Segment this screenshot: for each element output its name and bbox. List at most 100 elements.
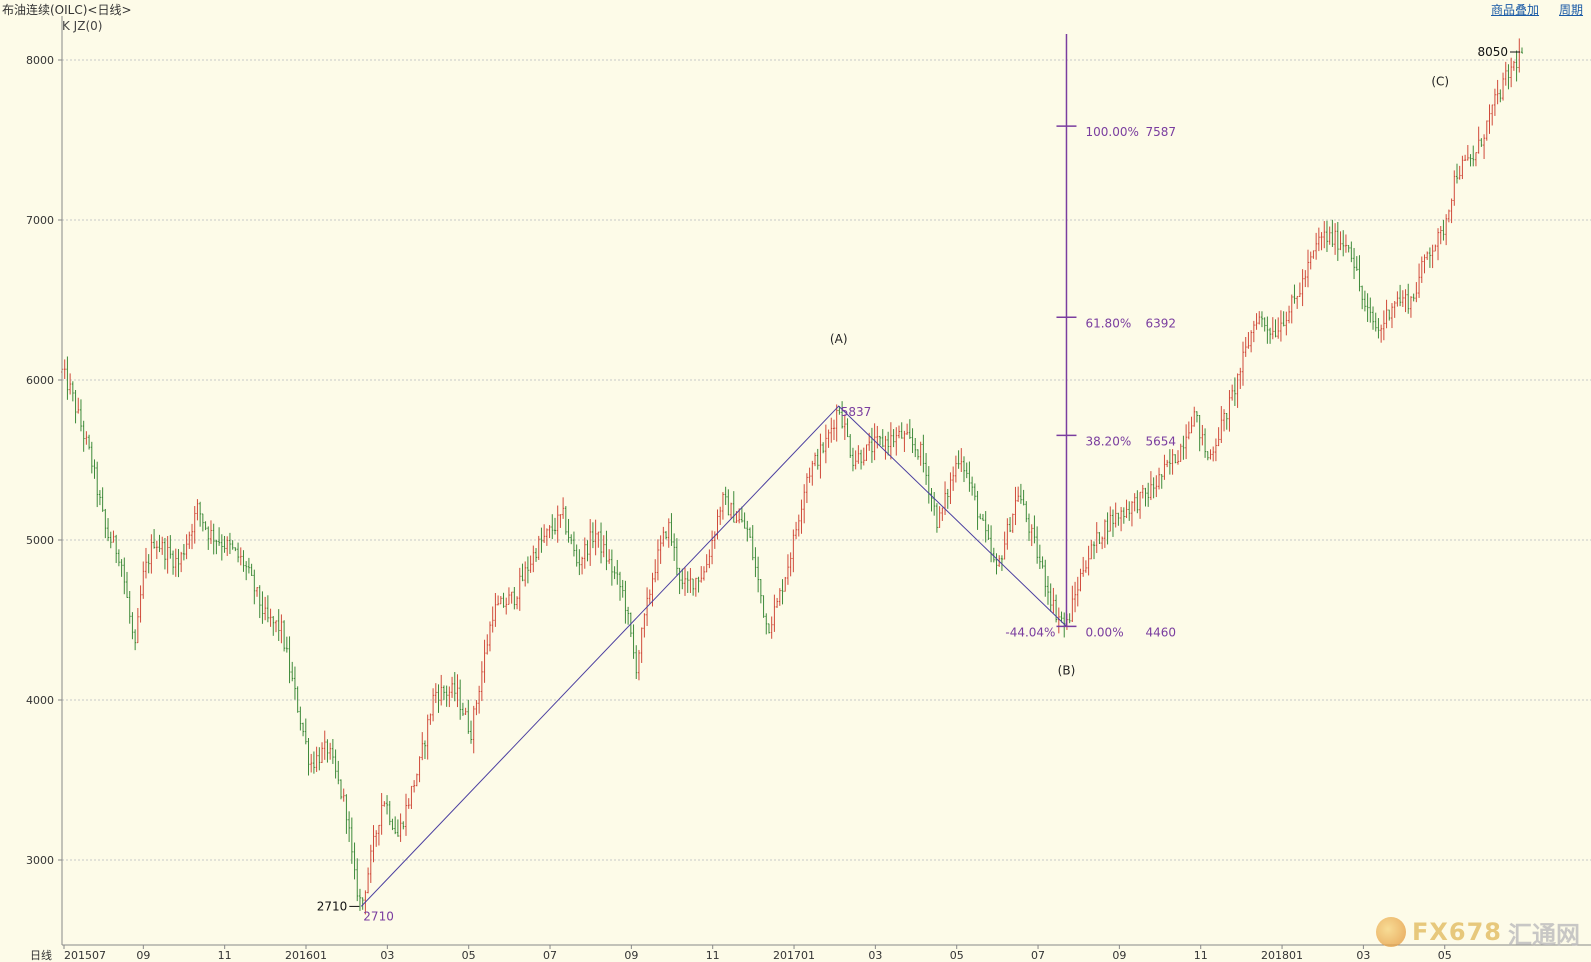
candle [383,801,386,807]
commodity-overlay-link[interactable]: 商品叠加 [1491,3,1540,17]
candle [513,586,516,610]
y-tick-label: 5000 [26,534,54,547]
period-link[interactable]: 周期 [1559,3,1584,17]
candle [169,535,172,559]
candle [887,431,890,456]
candle [900,422,903,439]
candle [1428,247,1431,268]
candle [228,532,231,555]
candle [1087,545,1090,576]
candle [1347,244,1350,253]
watermark-cn: 汇通网 [1508,920,1580,949]
candle [488,621,491,652]
candle [1125,499,1128,519]
candle [786,554,789,585]
candle [372,825,375,863]
candle [74,390,77,424]
candle [1074,581,1077,613]
candle [1163,454,1166,480]
candle [196,499,199,521]
candle [429,713,432,725]
candle [402,821,405,830]
candle [174,548,177,577]
candle [984,511,987,543]
candle [605,530,608,571]
candle [434,683,437,704]
candle [957,450,960,469]
candle [1515,50,1518,82]
candle [442,685,445,701]
candle [483,639,486,683]
candle [1182,435,1185,460]
candle [464,707,467,715]
candle [952,466,955,491]
candle [1315,232,1318,260]
candle [1052,587,1055,614]
candle [1009,517,1012,533]
candle [600,522,603,564]
candle [1274,319,1277,338]
candle [927,466,930,504]
candle [1220,406,1223,443]
candle [394,816,397,835]
x-tick-label: 07 [1031,949,1045,962]
candle [906,423,909,435]
y-tick-label: 3000 [26,854,54,867]
candle [112,530,115,543]
candle [711,530,714,565]
candle [1019,483,1022,504]
candle [405,793,408,836]
candle [1431,244,1434,269]
candle [553,517,556,535]
candle [1247,332,1250,349]
candle [778,588,781,606]
candle [673,533,676,561]
candle [182,544,185,561]
candle [637,649,640,681]
candle [1055,594,1058,623]
candle [421,732,424,761]
candle [1185,424,1188,460]
candle [96,461,99,508]
candle [941,507,944,521]
candle [757,556,760,593]
candle [451,676,454,698]
candle [1060,611,1063,623]
candle [185,534,188,560]
candle [1250,330,1253,353]
candle [618,571,621,601]
candle [461,702,464,716]
fib-level-value: 7587 [1145,125,1176,139]
candle [892,429,895,448]
candle [824,424,827,464]
candle [234,547,237,552]
candle [155,540,158,559]
candle [911,428,914,454]
candles [61,38,1523,915]
candle [1399,284,1402,307]
candle [120,559,123,577]
candle [784,576,787,592]
candle [1331,219,1334,248]
candle [1282,311,1285,327]
fib-level-value: 6392 [1145,316,1176,330]
x-tick-label: 11 [218,949,232,962]
candle [456,674,459,708]
candle [350,817,353,864]
candle [375,830,378,847]
candle [697,576,700,593]
candle [1385,299,1388,329]
period-axis-label: 日线 [30,948,52,962]
candle [1214,438,1217,462]
candle [976,490,979,530]
candle [1453,170,1456,206]
candle [1483,134,1486,160]
candle [1014,486,1017,526]
x-tick-label: 09 [1112,949,1126,962]
x-tick-label: 201801 [1261,949,1303,962]
candle [388,800,391,826]
candle [1325,220,1328,253]
candle [613,566,616,580]
candle [627,606,630,625]
